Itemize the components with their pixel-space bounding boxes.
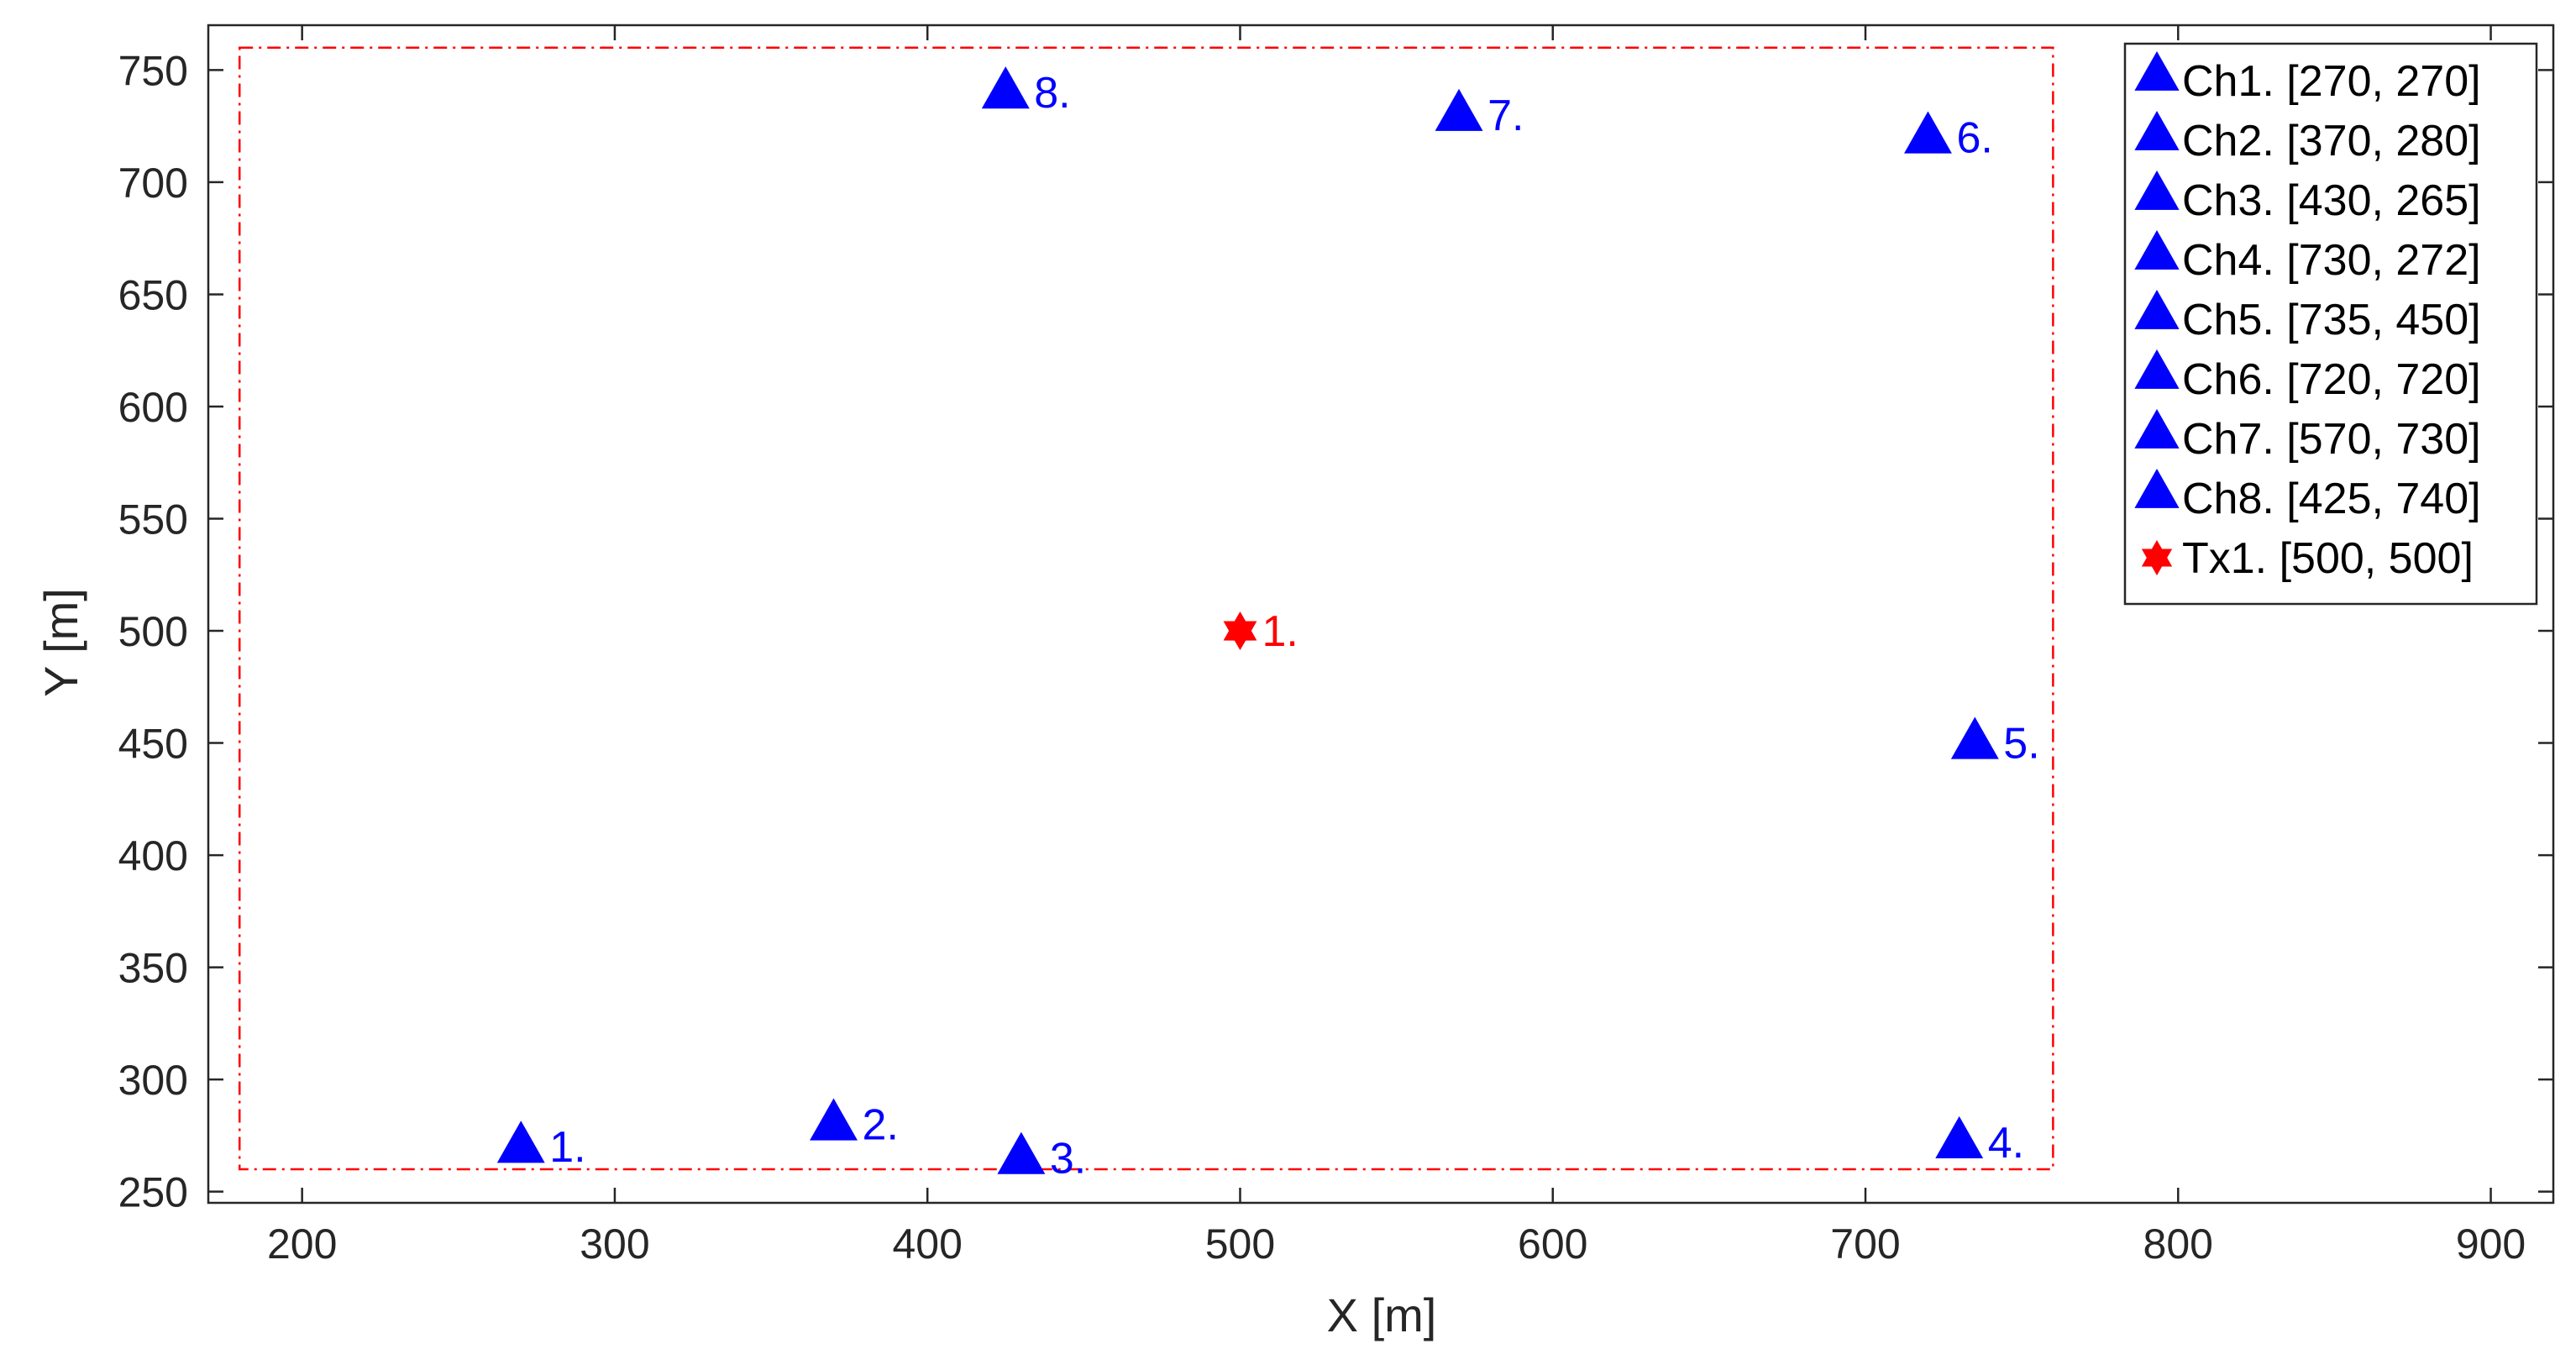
marker-layer: 1. 2. 3. 4. 5. 6. 7. 8. 1. xyxy=(496,66,2040,1184)
legend-entry-8: Ch8. [425, 740] xyxy=(2182,475,2481,523)
channel-series: 1. 2. 3. 4. 5. 6. 7. 8. xyxy=(496,66,2040,1184)
x-tick-label-900: 900 xyxy=(2456,1220,2526,1268)
y-axis-label: Y [m] xyxy=(34,588,87,697)
legend-entry-4: Ch4. [730, 272] xyxy=(2182,236,2481,285)
channel-label-8: 8. xyxy=(1034,69,1070,118)
x-tick-label-400: 400 xyxy=(892,1220,962,1268)
channel-marker-3 xyxy=(997,1131,1046,1174)
x-tick-label-300: 300 xyxy=(580,1220,649,1268)
y-tick-label-250: 250 xyxy=(118,1169,188,1216)
y-tick-label-600: 600 xyxy=(118,384,188,431)
y-tick-label-700: 700 xyxy=(118,160,188,207)
y-tick-label-750: 750 xyxy=(118,47,188,94)
channel-marker-7 xyxy=(1435,88,1483,131)
x-axis-label: X [m] xyxy=(1327,1289,1437,1341)
channel-label-7: 7. xyxy=(1487,92,1524,140)
legend-marker-8 xyxy=(2134,468,2180,508)
x-tick-label-200: 200 xyxy=(267,1220,337,1268)
legend-entry-1: Ch1. [270, 270] xyxy=(2182,57,2481,106)
channel-label-4: 4. xyxy=(1988,1119,2024,1168)
x-tick-label-800: 800 xyxy=(2143,1220,2213,1268)
axes-layer: 200 300 400 500 600 700 800 900 250 300 350 400 450 5… xyxy=(118,24,2555,1268)
legend-entry-9: Tx1. [500, 500] xyxy=(2182,534,2474,583)
transmitter-label-1: 1. xyxy=(1262,607,1298,656)
channel-marker-4 xyxy=(1935,1115,1984,1158)
channel-marker-5 xyxy=(1950,716,1999,759)
y-tick-label-550: 550 xyxy=(118,496,188,543)
legend: Ch1. [270, 270] Ch2. [370, 280] Ch3. [430,… xyxy=(2123,42,2538,606)
legend-entry-3: Ch3. [430, 265] xyxy=(2182,176,2481,225)
y-tick-label-300: 300 xyxy=(118,1057,188,1104)
legend-marker-2 xyxy=(2134,110,2180,150)
legend-entry-2: Ch2. [370, 280] xyxy=(2182,117,2481,165)
channel-marker-8 xyxy=(981,66,1030,109)
boundary-layer xyxy=(238,46,2054,1171)
legend-marker-5 xyxy=(2134,289,2180,329)
channel-marker-6 xyxy=(1904,111,1952,154)
channel-label-6: 6. xyxy=(1956,114,1992,163)
legend-marker-1 xyxy=(2134,50,2180,91)
x-tick-label-500: 500 xyxy=(1205,1220,1275,1268)
legend-marker-6 xyxy=(2134,349,2180,389)
channel-label-3: 3. xyxy=(1050,1135,1086,1184)
y-tick-label-650: 650 xyxy=(118,271,188,318)
legend-box xyxy=(2123,42,2538,606)
y-tick-label-350: 350 xyxy=(118,945,188,992)
x-tick-label-600: 600 xyxy=(1518,1220,1587,1268)
y-tick-label-500: 500 xyxy=(118,608,188,655)
legend-marker-7 xyxy=(2134,408,2180,449)
channel-marker-2 xyxy=(810,1098,858,1141)
legend-marker-3 xyxy=(2134,170,2180,210)
channel-marker-1 xyxy=(496,1121,545,1163)
channel-label-2: 2. xyxy=(863,1101,899,1150)
boundary-rectangle xyxy=(238,46,2054,1171)
x-tick-label-700: 700 xyxy=(1830,1220,1900,1268)
axes-box xyxy=(207,24,2555,1205)
legend-marker-4 xyxy=(2134,229,2180,270)
channel-label-5: 5. xyxy=(2003,720,2039,769)
legend-marker-9 xyxy=(2141,540,2173,575)
channel-label-1: 1. xyxy=(549,1123,585,1172)
legend-entry-5: Ch5. [735, 450] xyxy=(2182,296,2481,344)
transmitter-marker-1 xyxy=(1223,612,1257,651)
legend-entry-6: Ch6. [720, 720] xyxy=(2182,355,2481,404)
y-tick-label-400: 400 xyxy=(118,832,188,879)
y-tick-label-450: 450 xyxy=(118,721,188,768)
transmitter-series: 1. xyxy=(1223,607,1298,656)
legend-entry-7: Ch7. [570, 730] xyxy=(2182,415,2481,464)
